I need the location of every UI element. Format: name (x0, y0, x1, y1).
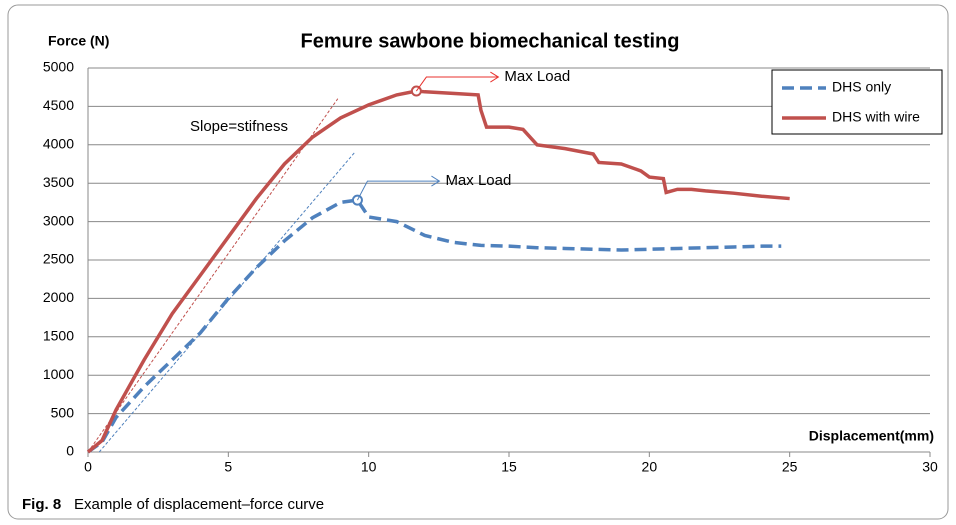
annotation: Slope=stifness (190, 118, 288, 135)
x-tick-label: 5 (224, 459, 232, 475)
y-tick-label: 1500 (43, 328, 74, 344)
x-tick-label: 10 (361, 459, 377, 475)
y-axis-label: Force (N) (48, 33, 109, 49)
chart-title: Femure sawbone biomechanical testing (301, 30, 680, 52)
y-tick-label: 1000 (43, 366, 74, 382)
caption-text: Example of displacement–force curve (74, 496, 324, 513)
y-tick-label: 0 (66, 443, 74, 459)
y-tick-label: 2000 (43, 289, 74, 305)
y-tick-label: 500 (51, 404, 75, 420)
frame (7, 4, 949, 520)
x-axis-label: Displacement(mm) (809, 428, 934, 444)
y-tick-label: 3000 (43, 212, 74, 228)
x-tick-label: 20 (642, 459, 658, 475)
annotation-arrow (356, 175, 441, 201)
series-line (86, 89, 790, 454)
y-tick-label: 2500 (43, 251, 74, 267)
legend-box (771, 69, 943, 135)
x-tick-label: 0 (84, 459, 92, 475)
x-tick-label: 15 (501, 459, 517, 475)
y-tick-label: 4500 (43, 97, 74, 113)
annotation-arrow (415, 71, 500, 92)
legend-label: DHS with wire (832, 109, 920, 125)
x-tick-label: 25 (782, 459, 798, 475)
x-tick-label: 30 (922, 459, 938, 475)
annotation: Max Load (445, 172, 511, 189)
y-tick-label: 3500 (43, 174, 74, 190)
annotation: Max Load (504, 68, 570, 85)
legend-label: DHS only (832, 79, 891, 95)
y-tick-label: 5000 (43, 59, 74, 75)
series-line (86, 198, 782, 454)
caption-label: Fig. 8 (22, 496, 61, 513)
slope-line (87, 98, 339, 453)
y-tick-label: 4000 (43, 136, 74, 152)
